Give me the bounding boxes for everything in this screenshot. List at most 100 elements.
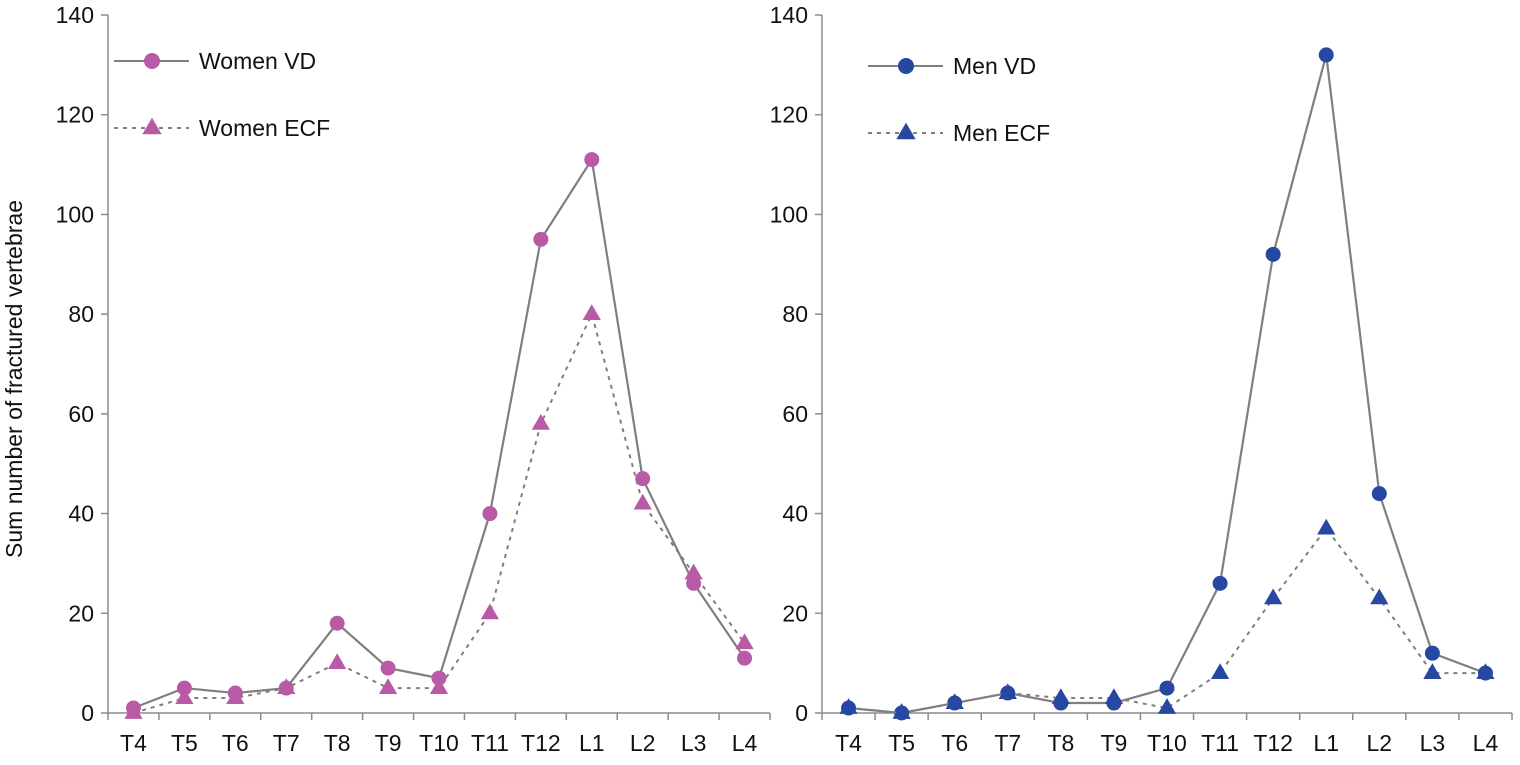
legend-marker [896,122,916,140]
x-tick-label: T9 [1101,730,1128,756]
series-men-ecf [839,518,1495,719]
data-point [1371,486,1387,502]
x-tick-label: T8 [324,730,351,756]
x-tick-label: L3 [681,730,707,756]
x-tick-label: T12 [1253,730,1293,756]
y-tick-label: 80 [782,301,808,327]
x-tick-label: L1 [1313,730,1339,756]
x-tick-label: T5 [888,730,915,756]
y-tick-label: 140 [770,2,808,28]
data-point [1212,575,1228,591]
data-point [1318,47,1334,63]
legend: Men VD Men ECF [868,53,1050,146]
x-tick-label: T11 [1201,730,1239,756]
data-point [328,653,347,670]
data-point [633,493,652,510]
x-tick-label: L4 [732,730,758,756]
series-line [133,156,746,710]
legend-marker [144,53,160,69]
data-point [277,678,296,694]
x-tick-label: L1 [579,730,605,756]
y-tick-label: 120 [56,102,94,128]
legend: Women VD Women ECF [114,48,330,141]
x-tick-label: T4 [835,730,862,756]
x-tick-label: T5 [171,730,198,756]
y-tick-label: 40 [782,501,808,527]
y-tick-label: 140 [56,2,94,28]
y-tick-label: 0 [81,700,94,726]
legend-marker [898,58,914,74]
data-point [735,633,754,650]
data-point [1476,663,1495,680]
legend-marker [142,117,162,135]
data-point [582,304,601,321]
x-tick-label: T10 [419,730,459,756]
series-women-vd [125,152,753,716]
data-point [945,693,964,709]
data-point [1423,663,1442,680]
y-tick-label: 100 [56,201,94,227]
legend-label: Men VD [953,53,1036,79]
data-point [839,698,858,714]
x-tick-label: T11 [471,730,509,756]
x-tick-label: T8 [1047,730,1074,756]
x-tick-label: T7 [994,730,1021,756]
data-point [1157,698,1177,714]
data-point [635,471,651,487]
y-tick-label: 20 [782,600,808,626]
chart-panel-men: 0 20 40 60 80 100 120 140 T4 T5 T6 T7 T8 T9 T10 T11 T12 L… [770,2,1513,756]
x-tick-label: T10 [1147,730,1187,756]
y-tick-label: 80 [68,301,94,327]
series-line [848,54,1486,715]
y-tick-label: 100 [770,201,808,227]
x-tick-label: T7 [273,730,300,756]
data-point [684,563,703,580]
data-point [1317,518,1336,535]
data-point [1210,663,1230,680]
y-tick-label: 40 [68,501,94,527]
data-point [1424,645,1440,661]
data-point [380,660,396,676]
y-tick-label: 0 [795,700,808,726]
data-point [998,683,1017,699]
x-tick-label: T6 [941,730,968,756]
data-point [482,506,498,522]
data-point [1104,688,1124,704]
y-tick-label: 120 [770,102,808,128]
x-tick-label: T4 [120,730,147,756]
data-point [531,413,550,430]
data-point [737,650,753,666]
y-tick-label: 60 [782,401,808,427]
data-point [329,615,345,631]
series-line [133,311,746,714]
data-point [1265,246,1281,262]
data-point [584,152,600,168]
data-point [378,678,398,694]
data-point [226,688,245,704]
y-tick-label: 60 [68,401,94,427]
x-tick-label: L2 [1367,730,1393,756]
y-axis-title: Sum number of fractured vertebrae [1,200,27,558]
x-tick-label: T6 [222,730,249,756]
data-point [892,703,911,719]
data-point [1370,588,1389,605]
x-tick-label: L2 [630,730,656,756]
data-point [480,603,500,620]
data-point [1264,588,1283,605]
legend-label: Men ECF [953,120,1050,146]
chart-panel-women: 0 20 40 60 80 100 120 140 T4 T5 T6 T7 T8 T9 T10 T11 T12 L… [1,2,771,756]
data-point [533,231,549,247]
data-point [175,688,194,704]
series-women-ecf [124,304,754,719]
legend-label: Women ECF [199,115,330,141]
x-tick-label: T12 [521,730,561,756]
data-point [124,703,143,719]
legend-label: Women VD [199,48,316,74]
x-tick-label: L4 [1473,730,1499,756]
data-point [1051,688,1070,704]
x-tick-label: L3 [1420,730,1446,756]
data-point [1159,680,1175,696]
x-tick-label: T9 [375,730,402,756]
y-tick-label: 20 [68,600,94,626]
